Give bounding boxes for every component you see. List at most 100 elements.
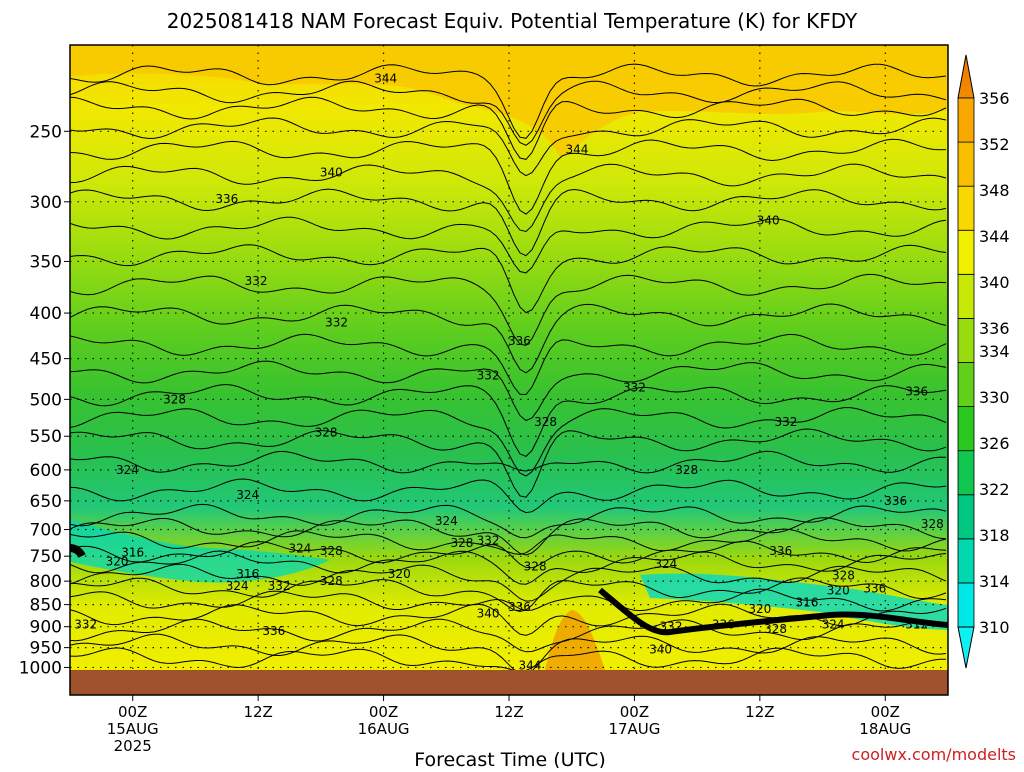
- contour-label: 336: [712, 618, 735, 632]
- contour-label: 340: [320, 165, 343, 179]
- colorbar-label: 314: [979, 572, 1010, 591]
- y-tick-label: 800: [30, 572, 62, 592]
- contour-line: [70, 117, 947, 177]
- contour-line: [70, 80, 947, 146]
- contour-line: [70, 244, 947, 314]
- cool-layer-west: [70, 520, 330, 583]
- colorbar-label: 344: [979, 227, 1010, 246]
- x-tick-label: 00Z: [871, 703, 900, 721]
- contour-line: [70, 163, 947, 233]
- contour-line: [70, 96, 947, 160]
- contour-lines: [70, 63, 948, 670]
- upper-warm-region: [70, 45, 948, 158]
- contour-label: 324: [226, 579, 249, 593]
- credit-text: coolwx.com/modelts: [852, 745, 1016, 764]
- contour-label: 332: [325, 316, 348, 330]
- contour-label: 328: [675, 463, 698, 477]
- contour-label: 332: [775, 415, 798, 429]
- x-tick-label: 00Z: [118, 703, 147, 721]
- contour-label: 328: [451, 536, 474, 550]
- x-tick-label: 2025: [114, 737, 152, 755]
- plot-area: 3443443403403363323323363323323323363283…: [69, 44, 949, 696]
- contour-label: 332: [74, 618, 97, 632]
- contour-label: 328: [320, 544, 343, 558]
- contour-label: 332: [268, 579, 291, 593]
- contour-label: 332: [245, 274, 268, 288]
- contour-line: [70, 563, 947, 602]
- contour-label: 320: [106, 554, 129, 568]
- contour-line: [70, 618, 947, 653]
- contour-label: 324: [288, 541, 311, 555]
- contour-line: [70, 478, 947, 514]
- colorbar: 310 314 318 322 326 330 334 336 340 344 348 352 356: [957, 54, 1010, 669]
- contour-line: [70, 647, 946, 670]
- colorbar-label: 340: [979, 273, 1010, 292]
- colorbar-segment: [957, 185, 975, 231]
- colorbar-segment: [957, 97, 975, 143]
- contour-label: 336: [262, 624, 285, 638]
- contour-line: [70, 303, 947, 374]
- y-axis: 2503003504004505005506006507007508008509…: [19, 122, 70, 678]
- contour-label: 320: [827, 584, 850, 598]
- contour-line: [70, 503, 947, 539]
- contour-line: [70, 216, 947, 274]
- colorbar-segment: [957, 450, 975, 496]
- colorbar-label: 334: [979, 342, 1010, 361]
- colorbar-lower-arrow: [957, 626, 975, 669]
- contour-line-dense: [70, 544, 86, 558]
- contour-label: 336: [863, 581, 886, 595]
- y-tick-label: 650: [30, 492, 62, 512]
- contour-line: [70, 540, 947, 569]
- colorbar-segment: [957, 538, 975, 584]
- contour-line-dense: [598, 587, 948, 636]
- contour-label: 332: [477, 533, 500, 547]
- x-axis-label: Forecast Time (UTC): [414, 749, 605, 768]
- contour-line: [70, 450, 947, 474]
- contour-line: [70, 633, 947, 670]
- x-tick-label: 18AUG: [859, 720, 911, 738]
- colorbar-label: 310: [979, 618, 1010, 637]
- y-tick-label: 850: [30, 596, 62, 616]
- contour-label: 328: [524, 559, 547, 573]
- y-tick-label: 250: [30, 122, 62, 142]
- y-tick-label: 300: [30, 193, 62, 213]
- contour-label: 336: [215, 192, 238, 206]
- contour-label: 312: [905, 618, 928, 632]
- x-tick-label: 00Z: [620, 703, 649, 721]
- y-tick-label: 900: [30, 618, 62, 638]
- contour-label: 332: [660, 620, 683, 634]
- contour-line: [70, 138, 947, 215]
- contour-line: [70, 407, 947, 477]
- contour-line: [70, 333, 947, 396]
- y-tick-label: 400: [30, 304, 62, 324]
- x-tick-label: 12Z: [494, 703, 523, 721]
- contour-label: 344: [374, 71, 397, 85]
- contour-label: 324: [435, 514, 458, 528]
- contour-label: 344: [518, 659, 541, 673]
- contour-label: 344: [565, 142, 588, 156]
- contour-label: 336: [884, 494, 907, 508]
- colorbar-label: 330: [979, 388, 1010, 407]
- contour-label: 324: [822, 618, 845, 632]
- contour-line: [70, 528, 947, 555]
- contour-label: 336: [508, 600, 531, 614]
- colorbar-segment: [957, 141, 975, 187]
- contour-label: 316: [795, 595, 818, 609]
- contour-line: [70, 428, 947, 498]
- y-tick-label: 950: [30, 639, 62, 659]
- chart-title: 2025081418 NAM Forecast Equiv. Potential…: [167, 9, 858, 33]
- y-tick-label: 350: [30, 252, 62, 272]
- colorbar-segment: [957, 406, 975, 452]
- y-tick-label: 550: [30, 427, 62, 447]
- x-tick-label: 00Z: [369, 703, 398, 721]
- y-tick-label: 1000: [19, 658, 62, 678]
- y-tick-label: 750: [30, 547, 62, 567]
- contour-label: 328: [764, 622, 787, 636]
- contour-label: 328: [163, 392, 186, 406]
- contour-line: [70, 383, 947, 457]
- contour-label: 328: [320, 574, 343, 588]
- contour-line: [70, 588, 947, 612]
